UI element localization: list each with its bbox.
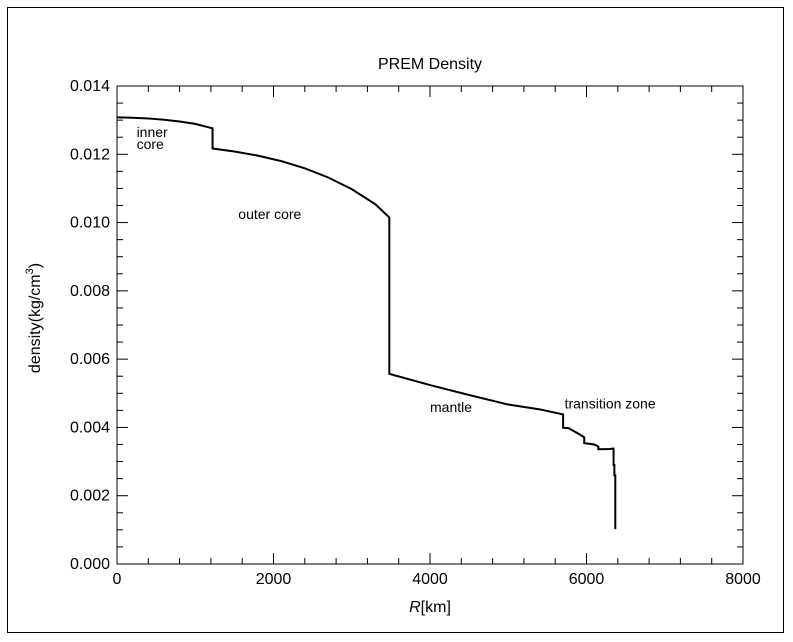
x-axis-label-italic: R	[409, 599, 421, 616]
x-tick-label: 0	[113, 571, 122, 588]
density-profile-line	[116, 116, 617, 530]
y-tick-label: 0.002	[70, 488, 110, 505]
region-annotation: core	[137, 136, 164, 152]
x-tick-label: 2000	[256, 571, 292, 588]
plot-area: 0 2000 4000 6000 8000 0.000 0.002 0.004 0.006 0.0…	[70, 78, 761, 588]
y-axis-label: density(kg/cm3)	[24, 263, 44, 373]
region-annotation: transition zone	[565, 396, 656, 412]
x-axis-label-unit: [km]	[421, 599, 451, 616]
axes-box	[116, 85, 744, 565]
y-axis-label-sup: 3	[24, 268, 36, 274]
y-tick-label: 0.000	[70, 556, 110, 573]
region-annotation: mantle	[430, 399, 472, 415]
y-tick-label: 0.012	[70, 146, 110, 163]
y-tick-label: 0.006	[70, 351, 110, 368]
y-tick-label: 0.004	[70, 419, 110, 436]
region-annotation: inner	[137, 124, 168, 140]
x-tick-label: 8000	[725, 571, 761, 588]
x-tick-label: 4000	[412, 571, 448, 588]
y-axis-label-main: density(kg/cm	[27, 274, 44, 373]
y-tick-label: 0.010	[70, 215, 110, 232]
y-axis-label-close: )	[27, 263, 44, 268]
chart-title: PREM Density	[378, 56, 482, 73]
y-tick-label: 0.014	[70, 78, 110, 95]
figure-frame	[7, 7, 784, 633]
y-tick-label: 0.008	[70, 283, 110, 300]
x-tick-label: 6000	[569, 571, 605, 588]
x-axis-label: R[km]	[409, 599, 451, 616]
region-annotation: outer core	[238, 206, 301, 222]
